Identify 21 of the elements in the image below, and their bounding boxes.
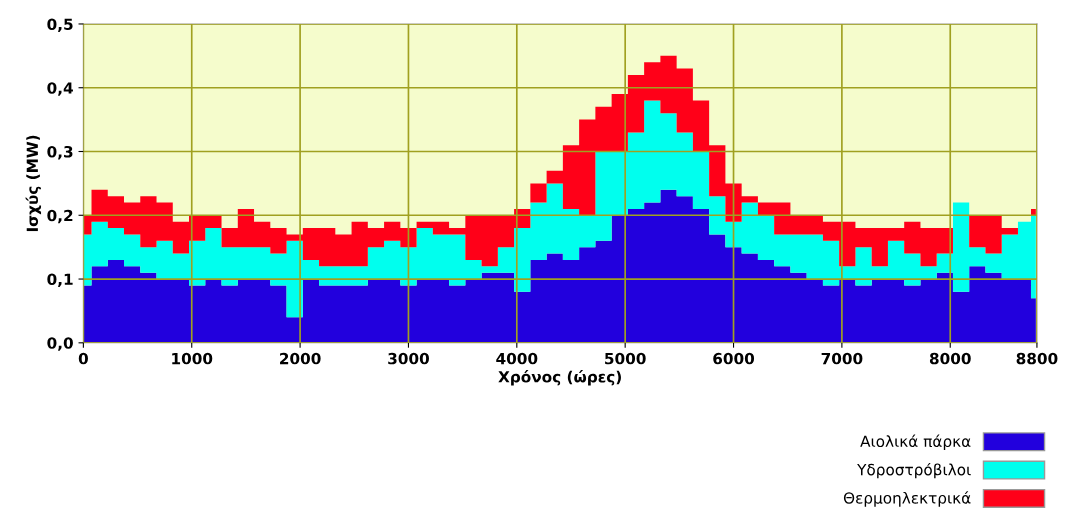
- x-tick-label: 0: [78, 352, 88, 365]
- x-tick-label: 1000: [172, 352, 213, 365]
- y-tick-label: 0,5: [47, 18, 73, 32]
- y-tick-label: 0,1: [47, 273, 73, 288]
- y-axis-title: Ισχύς (MW): [25, 135, 42, 232]
- x-tick-label: 6000: [713, 352, 755, 365]
- legend-label: Υδροστρόβιλοι: [857, 462, 971, 479]
- x-tick-label: 4000: [496, 352, 538, 365]
- x-tick-label: 7000: [821, 352, 863, 365]
- y-tick-label: 0,0: [47, 337, 73, 351]
- x-tick-label: 8800: [1016, 352, 1058, 365]
- y-tick-label: 0,2: [47, 209, 73, 224]
- x-tick-label: 8000: [929, 352, 971, 365]
- y-tick-label: 0,3: [47, 145, 73, 160]
- legend-label: Αιολικά πάρκα: [860, 434, 971, 450]
- y-tick-label: 0,4: [47, 82, 73, 96]
- x-tick-label: 5000: [605, 352, 646, 365]
- x-tick-label: 3000: [388, 352, 429, 365]
- x-tick-label: 2000: [280, 352, 321, 365]
- x-axis-title: Χρόνος (ώρες): [498, 370, 621, 386]
- legend-label: Θερμοηλεκτρικά: [843, 491, 971, 507]
